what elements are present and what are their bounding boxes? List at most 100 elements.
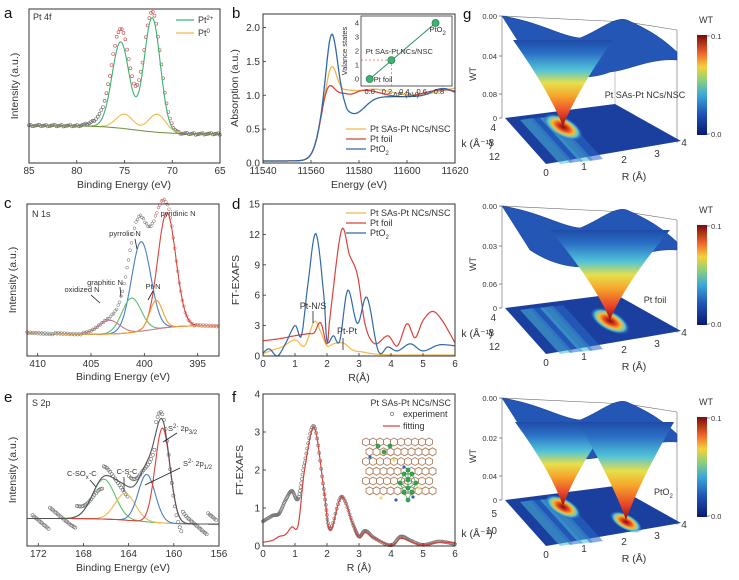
wt-floor-hotspot: [544, 494, 582, 520]
plot-frame: [26, 203, 220, 357]
component-line-2: [27, 297, 218, 335]
graphene-ring: [421, 466, 430, 476]
wt-funnel: [515, 422, 611, 506]
data-point-marker: [102, 99, 107, 103]
peak-annotation: pyrrolic N: [109, 229, 141, 238]
wt-funnel: [513, 40, 613, 126]
pt-atom: [405, 477, 411, 483]
graphene-ring: [383, 476, 391, 486]
colorbar-title: WT: [699, 397, 713, 407]
legend-marker-experiment: [390, 412, 394, 416]
peak-annotation-part: x: [86, 475, 89, 481]
pt-atom: [401, 471, 407, 477]
x-axis-label: Binding Energy (eV): [76, 371, 170, 383]
x-tick-label: 395: [189, 359, 206, 370]
panel-letter: e: [4, 389, 12, 406]
x-tick-label: 410: [29, 359, 46, 370]
x-tick-label: 172: [30, 549, 47, 560]
x-tick-label: 5: [420, 359, 426, 370]
data-point-marker: [131, 477, 136, 482]
peak-annotation: C-SOx-C: [67, 469, 97, 481]
legend-label: experiment: [403, 409, 448, 419]
x-tick-label: 160: [165, 549, 182, 560]
z-tick-label: 0: [493, 114, 497, 123]
graphene-ring: [365, 486, 374, 496]
r-axis-label: R (Å): [622, 360, 647, 373]
panel-a-pt4f: a 85 80 75 70 65 Binding Energy (eV) Intensity …: [4, 5, 226, 191]
graphene-ring: [365, 447, 374, 457]
graphene-ring: [376, 456, 384, 467]
data-point-marker: [149, 457, 154, 461]
data-point-marker: [111, 312, 116, 316]
k-tick-label: 4: [490, 123, 496, 134]
data-point-marker: [104, 91, 109, 95]
x-axis-label: Binding Energy (eV): [77, 179, 171, 191]
annotation-pointer: [90, 294, 101, 304]
k-tick-label: 12: [489, 152, 501, 163]
pt-atom: [381, 449, 387, 455]
annotation-pointer: [119, 286, 122, 298]
inset-y-tick-label: 2: [355, 47, 359, 56]
experiment-marker: [435, 539, 440, 544]
inset-x-tick-label: 0.4: [399, 87, 409, 96]
r-tick-label: 3: [654, 149, 660, 160]
legend-label-part: 2: [386, 235, 390, 241]
data-point-marker: [138, 213, 143, 217]
x-tick-label: 11580: [345, 166, 373, 177]
legend-label-pt0-part: Pt: [198, 28, 207, 38]
x-tick-label: 2: [324, 549, 330, 560]
data-point-marker: [119, 485, 124, 490]
inset-point-label: Pt SAs-Pt NCs/NSC: [366, 47, 434, 56]
graphene-ring: [362, 476, 370, 486]
k-tick-label: 4: [490, 313, 496, 324]
wt-floor-stripe: [550, 305, 603, 351]
data-point-marker: [134, 220, 138, 224]
data-point-marker: [164, 200, 168, 204]
inset-point-label-part: PtO: [430, 25, 443, 34]
r-tick-label: 1: [581, 162, 587, 173]
graphene-ring: [404, 437, 412, 447]
n-atom: [368, 455, 372, 459]
s-atom: [379, 496, 383, 500]
legend-label: Pt SAs-Pt NCs/NSC: [370, 208, 451, 218]
graphene-ring: [372, 466, 381, 476]
inset-point: [365, 75, 374, 83]
legend-label: Pt foil: [370, 134, 393, 144]
graphene-ring: [414, 466, 423, 476]
r-tick-label: 1: [581, 352, 587, 363]
data-point-marker: [97, 112, 102, 116]
data-point-marker: [155, 211, 159, 215]
graphene-ring: [414, 447, 423, 457]
data-point-marker: [155, 415, 160, 419]
r-tick-label: 3: [654, 531, 660, 542]
x-tick-label: 5: [420, 549, 426, 560]
panel-letter: d: [232, 196, 240, 213]
graphene-ring: [393, 466, 402, 476]
z-tick-label: 0.00: [482, 202, 497, 211]
y-axis-label: Intensity (a.u.): [9, 53, 21, 120]
colorbar-max-label: 0.1: [711, 32, 721, 41]
data-point-marker: [152, 13, 157, 18]
x-tick-label: 156: [211, 549, 228, 560]
x-axis-label: Binding Energy (eV): [76, 562, 170, 574]
data-point-marker: [117, 300, 122, 304]
peak-annotation-part: 2-: [173, 424, 178, 430]
data-point-marker: [125, 265, 129, 270]
data-point-marker: [130, 74, 134, 78]
inset-y-tick-label: 3: [355, 33, 359, 42]
n-atom: [411, 495, 415, 499]
data-point-marker: [114, 34, 119, 39]
data-point-marker: [160, 412, 165, 417]
n-atom: [394, 498, 398, 502]
data-point-marker: [114, 307, 119, 312]
data-point-marker: [98, 487, 103, 491]
spectrum-title: N 1s: [32, 209, 51, 219]
experiment-marker: [297, 492, 302, 496]
r-tick-label: 0: [543, 168, 549, 179]
data-point-marker: [122, 281, 126, 286]
data-point-marker: [128, 66, 133, 71]
panel-letter: b: [232, 5, 240, 22]
data-point-marker: [188, 319, 192, 323]
x-axis-label: Energy (eV): [331, 179, 387, 191]
legend-label-pt2plus: Pt2+: [198, 15, 214, 25]
